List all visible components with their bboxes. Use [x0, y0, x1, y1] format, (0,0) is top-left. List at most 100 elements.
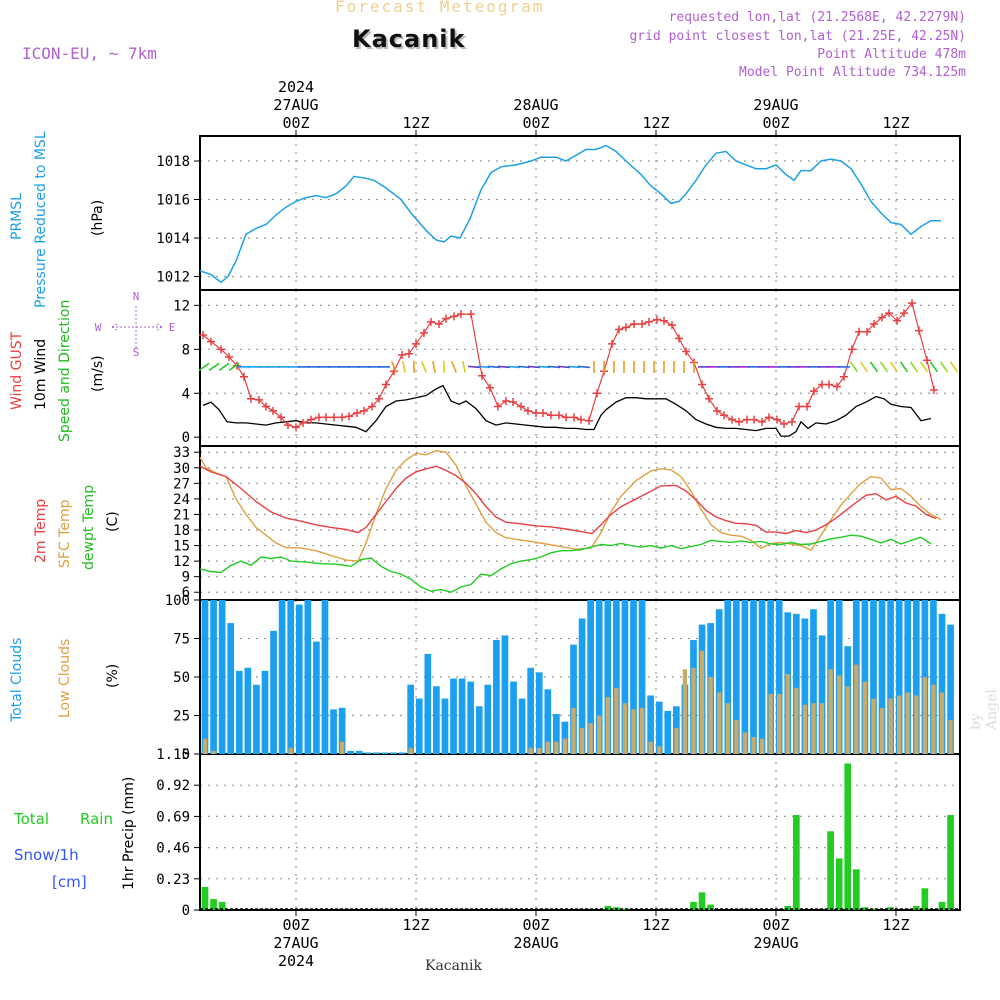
gust-marker	[292, 423, 300, 432]
total-clouds-bar	[895, 600, 903, 754]
y-tick-label: 27	[173, 476, 190, 492]
y-tick-label: 15	[173, 539, 190, 555]
total-clouds-bar	[270, 630, 277, 754]
gust-marker	[780, 420, 788, 429]
gust-marker	[277, 413, 285, 422]
total-clouds-bar	[321, 600, 329, 754]
low-clouds-bar	[545, 741, 550, 754]
legend-total: Total	[14, 810, 50, 828]
precip-bar	[210, 899, 217, 910]
gust-marker	[750, 415, 758, 424]
low-clouds-bar	[871, 698, 876, 754]
low-clouds-bar	[742, 732, 748, 754]
total-clouds-bar	[544, 689, 552, 754]
total-clouds-bar	[715, 609, 723, 754]
low-clouds-bar	[554, 741, 559, 754]
low-clouds-bar	[708, 677, 713, 754]
compass-w: W	[95, 321, 102, 334]
low-clouds-bar	[725, 703, 730, 754]
y-tick-label: 25	[173, 709, 190, 725]
gust-marker	[539, 409, 547, 418]
total-clouds-bar	[561, 721, 569, 754]
gust-marker	[698, 380, 706, 389]
total-clouds-bar	[758, 600, 766, 754]
gust-marker	[615, 325, 623, 334]
wind-direction-arrow	[899, 361, 909, 373]
total-clouds-bar	[201, 600, 209, 754]
total-clouds-bar	[732, 600, 740, 754]
gust-marker	[773, 415, 781, 424]
total-clouds-bar	[364, 752, 372, 754]
precip-bar	[835, 858, 843, 910]
precip-bar	[870, 908, 877, 910]
time-label-top: 12Z	[882, 114, 909, 132]
gust-marker	[524, 406, 532, 415]
gust-marker	[645, 317, 653, 326]
gust-marker	[705, 394, 713, 403]
wind-direction-arrow	[929, 361, 939, 373]
total-clouds-bar	[870, 600, 877, 754]
y-tick-label: 4	[182, 386, 190, 402]
time-label-top: 12Z	[642, 114, 669, 132]
low-clouds-bar	[931, 684, 936, 754]
y-tick-label: 50	[173, 670, 190, 686]
y-tick-label: 12	[173, 554, 190, 570]
low-clouds-bar	[751, 737, 756, 754]
time-label-top: 12Z	[402, 114, 429, 132]
low-clouds-bar	[717, 692, 722, 754]
gust-marker	[900, 309, 908, 318]
model-label: ICON-EU, ~ 7km	[22, 44, 157, 63]
wind-direction-arrow	[939, 361, 949, 373]
gust-marker	[893, 316, 901, 325]
precip-bar	[861, 907, 869, 910]
gust-marker	[682, 347, 690, 356]
low-clouds-bar	[605, 697, 610, 754]
y-tick-label: 0.92	[156, 778, 190, 794]
total-clouds-bar	[398, 752, 406, 754]
gust-marker	[848, 345, 856, 354]
total-clouds-bar	[604, 600, 612, 754]
low-clouds-bar	[888, 698, 893, 754]
gust-marker	[398, 350, 406, 359]
low-clouds-bar	[862, 681, 868, 754]
wind-direction-arrow	[567, 365, 581, 369]
total-clouds-bar	[861, 600, 869, 754]
y-tick-label: 1016	[156, 193, 190, 209]
gust-marker	[467, 310, 475, 319]
low-clouds-bar	[211, 750, 216, 754]
wind-direction-arrow	[577, 365, 591, 369]
precip-bar	[698, 892, 706, 910]
low-clouds-bar	[588, 723, 593, 754]
gust-marker	[330, 413, 338, 422]
wind-direction-arrow	[869, 361, 879, 373]
gust-marker	[532, 409, 540, 418]
gust-marker	[420, 328, 428, 337]
time-label-bottom: 27AUG	[273, 934, 318, 952]
gust-marker	[585, 416, 593, 425]
total-clouds-bar	[390, 752, 397, 754]
gust-marker	[322, 413, 330, 422]
total-clouds-bar	[792, 613, 800, 754]
total-clouds-bar	[467, 681, 475, 754]
low-clouds-bar	[939, 692, 945, 754]
gust-marker	[638, 320, 646, 329]
dewpt-line	[199, 534, 932, 593]
low-clouds-bar	[202, 738, 208, 754]
gust-marker	[570, 413, 578, 422]
y-tick-label: 1014	[156, 231, 190, 247]
total-clouds-bar	[878, 600, 886, 754]
legend-snow: Snow/1h	[14, 846, 79, 864]
precip-bar	[852, 869, 860, 910]
total-clouds-bar	[647, 695, 654, 754]
total-clouds-bar	[947, 624, 954, 754]
total-clouds-bar	[441, 698, 449, 754]
total-clouds-bar	[313, 641, 320, 754]
gust-marker	[509, 398, 517, 407]
legend-cm: [cm]	[52, 873, 87, 891]
wind-direction-arrow	[208, 362, 220, 371]
gust-marker	[315, 413, 323, 422]
low-clouds-bar	[339, 741, 345, 754]
wind-direction-arrow	[467, 365, 481, 369]
gust-marker	[622, 323, 630, 332]
low-clouds-bar	[785, 673, 790, 754]
